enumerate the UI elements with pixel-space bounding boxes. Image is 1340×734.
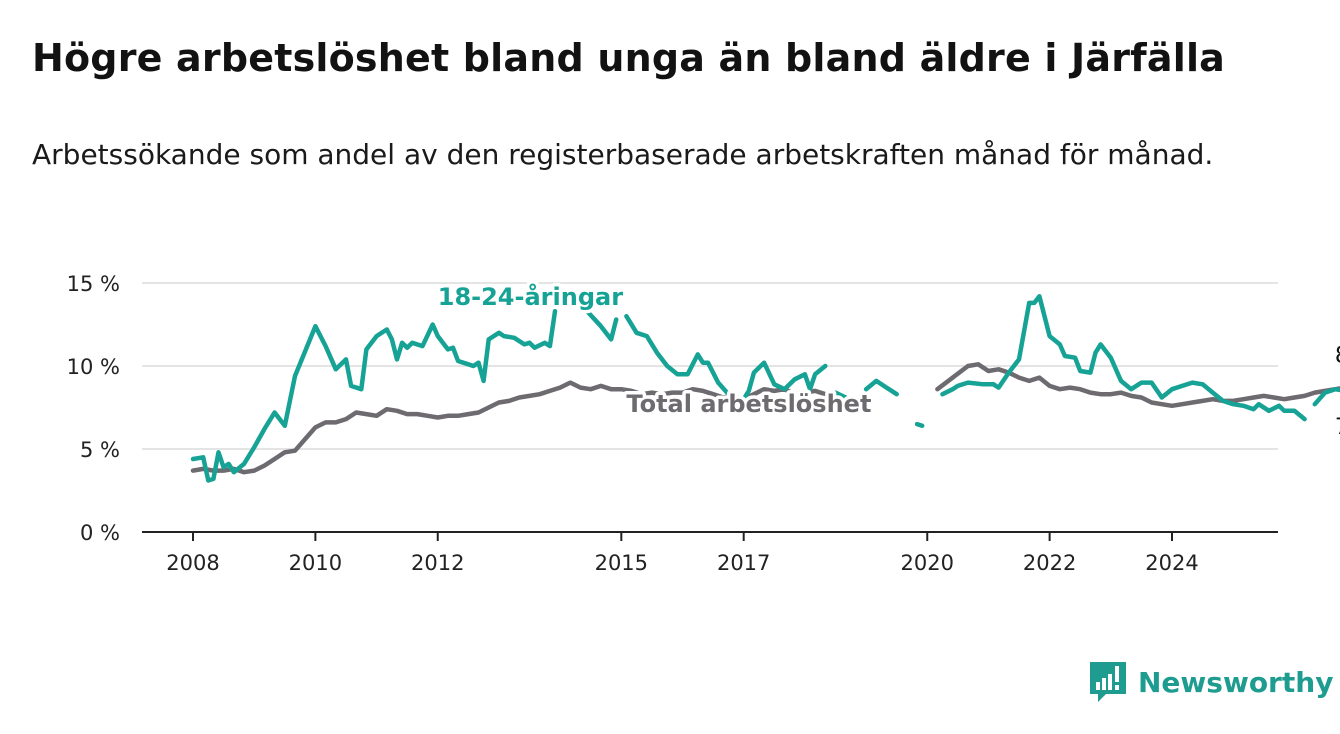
series-label-total: Total arbetslöshet [626, 390, 871, 418]
x-tick-label: 2012 [411, 551, 464, 575]
brand: Newsworthy [1088, 660, 1333, 704]
y-axis: 0 % 5 % 10 % 15 % [67, 272, 120, 545]
x-tick-label: 2017 [717, 551, 770, 575]
series-line-total [190, 362, 1340, 475]
x-tick-label: 2020 [901, 551, 954, 575]
series-label-young: 18-24-åringar [438, 282, 623, 311]
series-lines [190, 294, 1340, 483]
newsworthy-logo-icon [1090, 662, 1126, 702]
x-tick-label: 2010 [289, 551, 342, 575]
x-tick-label: 2015 [595, 551, 648, 575]
chart-subtitle: Arbetssökande som andel av den registerb… [32, 138, 1214, 171]
brand-name: Newsworthy [1138, 665, 1334, 699]
series-line-young [190, 294, 1340, 483]
x-axis: 2008 2010 2012 2015 2017 2020 2022 2024 [142, 531, 1278, 575]
y-tick-label: 10 % [67, 355, 120, 379]
y-tick-label: 0 % [80, 521, 120, 545]
end-label-young: 7,7 % [1335, 415, 1340, 440]
series-labels: 8,9 % 7,7 % Total arbetslöshet 18-24-åringa… [434, 279, 1340, 441]
chart-title: Högre arbetslöshet bland unga än bland ä… [32, 36, 1226, 80]
x-tick-label: 2024 [1145, 551, 1198, 575]
end-label-total: 8,9 % [1335, 343, 1340, 368]
y-tick-label: 5 % [80, 438, 120, 462]
y-tick-label: 15 % [67, 272, 120, 296]
x-tick-label: 2022 [1023, 551, 1076, 575]
x-tick-label: 2008 [166, 551, 219, 575]
